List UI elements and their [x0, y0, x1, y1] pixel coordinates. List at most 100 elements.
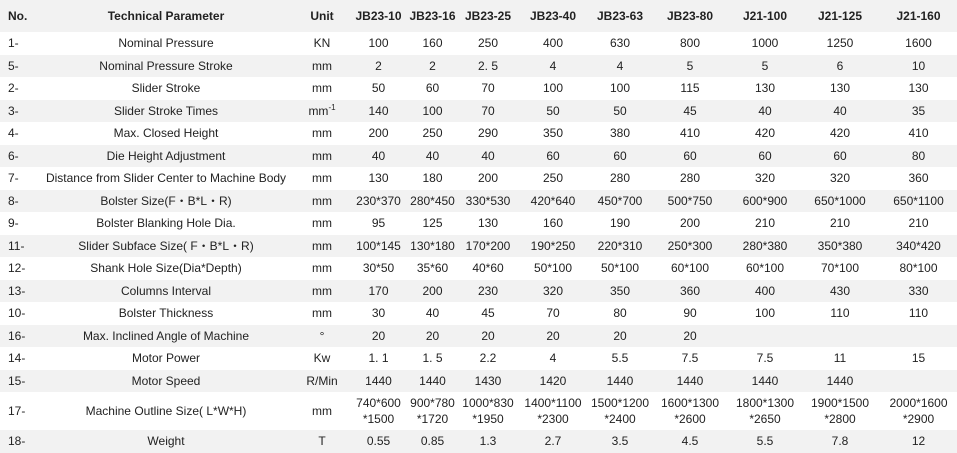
value-cell: 12	[880, 430, 957, 453]
unit-text: mm	[312, 306, 332, 321]
row-number: 12-	[8, 261, 26, 276]
table-row: 12- Shank Hole Size(Dia*Depth) mm 30*50 35*6…	[0, 257, 957, 280]
value-cell: 400	[730, 279, 800, 302]
value-cell: 1. 5	[422, 351, 443, 366]
unit-cell: mm	[292, 279, 352, 302]
value-cell: 45	[481, 306, 495, 321]
value-cell: 1440	[352, 369, 405, 392]
value-cell: 125	[422, 216, 443, 231]
value-cell: 100	[609, 81, 631, 96]
unit-cell: KN	[292, 32, 352, 55]
unit-text: mm	[308, 104, 329, 119]
row-number: 1-	[8, 36, 19, 51]
value-cell	[800, 324, 880, 347]
value-cell: 380	[609, 126, 631, 141]
value-cell: 410	[679, 126, 701, 141]
value-cell: 420	[754, 126, 776, 141]
unit-cell: mm	[292, 302, 352, 325]
parameter-name: Slider Stroke	[131, 81, 201, 96]
header-model: JB23-25	[460, 0, 516, 32]
row-number: 2-	[8, 81, 19, 96]
value-cell: 4	[516, 54, 590, 77]
table-row: 8- Bolster Size(F・B*L・R) mm 230*370 280*450 3…	[0, 189, 957, 212]
value-cell: 430	[800, 279, 880, 302]
unit-text: Kw	[313, 351, 331, 366]
value-cell: 1440	[650, 369, 730, 392]
unit-cell: R/Min	[292, 369, 352, 392]
value-cell: 60*100	[745, 261, 785, 276]
parameter-name: Bolster Thickness	[118, 306, 214, 321]
table-row: 4- Max. Closed Height mm 200 250 290 350 380 410…	[0, 122, 957, 145]
unit-text: mm	[312, 404, 332, 418]
table-row: 17- Machine Outline Size( L*W*H) mm 740*600…	[0, 392, 957, 430]
value-cell: 7.8	[800, 430, 880, 453]
unit-text: T	[318, 434, 326, 449]
parameter-name: Max. Closed Height	[113, 126, 219, 141]
value-cell: 650*1000	[800, 189, 880, 212]
row-number: 6-	[0, 144, 40, 167]
parameter-name: Die Height Adjustment	[40, 144, 292, 167]
value-cell: 40	[405, 144, 460, 167]
row-number: 14-	[8, 351, 26, 366]
header-model: J21-160	[880, 0, 957, 32]
value-cell: 95	[371, 216, 386, 231]
unit-text: mm	[312, 148, 332, 163]
unit-cell: Kw	[292, 347, 352, 370]
value-cell: 50	[371, 81, 386, 96]
unit-cell: mm	[292, 392, 352, 430]
value-cell: 280*380	[730, 234, 800, 257]
header-unit: Unit	[292, 0, 352, 32]
parameter-name: Bolster Size(F・B*L・R)	[40, 189, 292, 212]
value-cell: 330*530	[460, 189, 516, 212]
value-cell: 230	[460, 279, 516, 302]
value-cell: 40*60	[472, 261, 504, 276]
unit-text: mm	[312, 81, 332, 96]
value-cell: 70	[481, 81, 495, 96]
row-number: 4-	[8, 126, 19, 141]
parameter-name: Distance from Slider Center to Machine B…	[45, 171, 287, 186]
value-cell: 20	[405, 324, 460, 347]
value-cell: 650*1100	[880, 189, 957, 212]
value-cell: 70	[460, 99, 516, 122]
value-cell: 100	[754, 306, 776, 321]
unit-cell: mm	[292, 212, 352, 235]
unit-text: mm	[312, 283, 332, 298]
value-cell: 50*100	[600, 261, 640, 276]
value-cell: 220*310	[590, 234, 650, 257]
value-cell: 60	[590, 144, 650, 167]
value-cell: 200	[368, 126, 389, 141]
value-cell: 110	[830, 306, 850, 321]
value-cell: 20	[352, 324, 405, 347]
table-row: 14- Motor Power Kw 1. 1 1. 5 2.2 4 5.5 7.5 7.5 11 1…	[0, 347, 957, 370]
unit-text: mm	[312, 171, 332, 186]
value-cell: 1. 1	[368, 351, 389, 366]
value-cell: 40	[460, 144, 516, 167]
value-cell: 200	[477, 171, 499, 186]
value-cell: 20	[590, 324, 650, 347]
value-cell: 90	[683, 306, 697, 321]
value-cell: 130	[368, 171, 389, 186]
value-cell: 210	[829, 216, 851, 231]
value-cell: 50*100	[533, 261, 573, 276]
value-cell: 130	[477, 216, 499, 231]
parameter-name: Motor Speed	[40, 369, 292, 392]
header-row: No. Technical Parameter Unit JB23-10 JB23…	[0, 0, 957, 32]
parameter-name: Slider Stroke Times	[40, 99, 292, 122]
unit-superscript: -1	[328, 103, 336, 113]
value-cell: 330	[880, 279, 957, 302]
value-cell: 1440	[730, 369, 800, 392]
value-cell: 5	[730, 54, 800, 77]
value-cell: 160	[542, 216, 564, 231]
value-cell: 2	[352, 54, 405, 77]
unit-cell: T	[292, 430, 352, 453]
value-cell: 190	[609, 216, 631, 231]
header-model: JB23-63	[590, 0, 650, 32]
value-cell: 280	[609, 171, 631, 186]
value-cell: 80*100	[899, 261, 938, 276]
value-cell: 70*100	[820, 261, 860, 276]
row-number: 3-	[0, 99, 40, 122]
value-cell: 180	[422, 171, 443, 186]
value-cell: 280*450	[405, 189, 460, 212]
parameter-name: Nominal Pressure	[118, 36, 214, 51]
parameter-name: Bolster Blanking Hole Dia.	[96, 216, 236, 231]
